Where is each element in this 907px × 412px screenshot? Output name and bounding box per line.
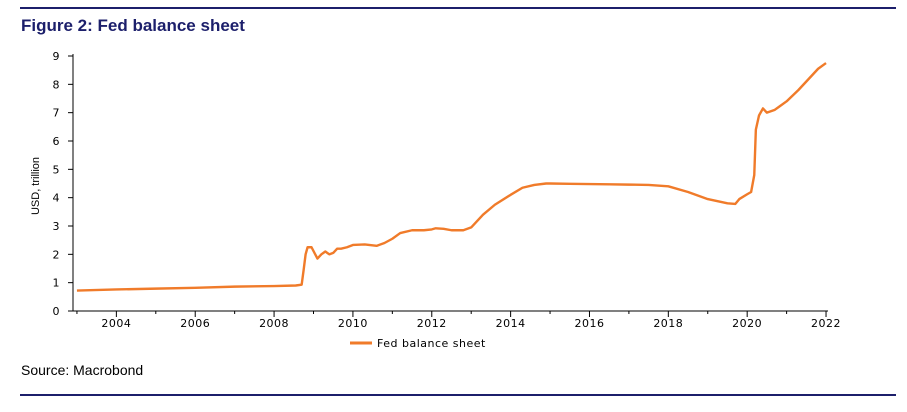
x-tick-label: 2004: [101, 317, 131, 330]
series-line-fed-balance-sheet: [76, 62, 827, 292]
x-ticks: 2004 2006 2008 2010 2012 2014 2016 2018 2020 2022: [76, 311, 841, 330]
x-tick-label: 2008: [259, 317, 289, 330]
y-tick-label: 5: [53, 163, 61, 176]
y-tick-label: 3: [53, 220, 61, 233]
y-tick-label: 0: [53, 305, 61, 318]
bottom-rule: [20, 394, 896, 396]
chart-axes: [72, 54, 828, 312]
x-tick-label: 2014: [496, 317, 526, 330]
x-tick-label: 2022: [811, 317, 841, 330]
y-tick-label: 9: [53, 50, 61, 63]
y-tick-label: 1: [53, 277, 61, 290]
series-layer: [76, 62, 827, 292]
y-axis-title: USD, trillion: [30, 157, 42, 215]
y-ticks: 0 1 2 3 4 5 6 7 8 9: [53, 50, 73, 318]
top-rule: [20, 7, 896, 9]
y-tick-label: 2: [53, 248, 61, 261]
legend: Fed balance sheet: [350, 337, 486, 350]
y-tick-label: 7: [53, 107, 61, 120]
y-tick-label: 6: [53, 135, 61, 148]
x-tick-label: 2020: [732, 317, 762, 330]
x-tick-label: 2016: [574, 317, 604, 330]
legend-label: Fed balance sheet: [377, 337, 486, 350]
y-tick-label: 8: [53, 78, 61, 91]
x-tick-label: 2012: [417, 317, 447, 330]
x-tick-label: 2010: [338, 317, 368, 330]
figure-title: Figure 2: Fed balance sheet: [21, 16, 245, 35]
source-note: Source: Macrobond: [21, 362, 144, 378]
y-tick-label: 4: [53, 192, 61, 205]
x-tick-label: 2018: [653, 317, 683, 330]
x-tick-label: 2006: [180, 317, 210, 330]
